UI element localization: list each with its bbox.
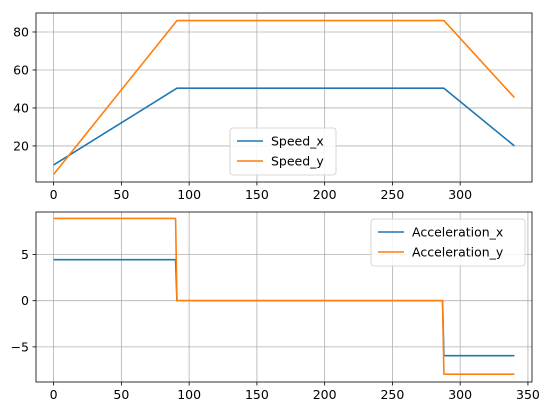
- legend-label: Acceleration_x: [412, 225, 503, 240]
- x-tick-label: 250: [380, 187, 404, 202]
- x-tick-label: 300: [448, 187, 472, 202]
- x-tick-label: 250: [380, 387, 404, 402]
- x-tick-label: 150: [245, 387, 269, 402]
- x-tick-label: 50: [113, 387, 129, 402]
- x-tick-label: 0: [50, 187, 58, 202]
- x-tick-label: 200: [313, 187, 337, 202]
- x-tick-label: 0: [50, 387, 58, 402]
- y-tick-label: 80: [13, 24, 29, 39]
- y-tick-label: 5: [21, 247, 29, 262]
- legend-label: Speed_y: [271, 154, 324, 169]
- y-tick-label: 40: [13, 100, 29, 115]
- y-tick-label: 20: [13, 138, 29, 153]
- x-tick-label: 100: [177, 387, 201, 402]
- y-tick-label: −5: [11, 339, 29, 354]
- x-tick-label: 200: [313, 387, 337, 402]
- x-tick-label: 350: [516, 387, 540, 402]
- x-tick-label: 50: [113, 187, 129, 202]
- legend: Speed_x Speed_y: [230, 128, 336, 175]
- x-tick-label: 150: [245, 187, 269, 202]
- x-tick-label: 100: [177, 187, 201, 202]
- x-tick-label: 300: [448, 387, 472, 402]
- legend: Acceleration_x Acceleration_y: [371, 219, 525, 266]
- y-tick-label: 0: [21, 293, 29, 308]
- legend-label: Acceleration_y: [412, 245, 504, 260]
- legend-label: Speed_x: [271, 134, 324, 149]
- y-tick-label: 60: [13, 62, 29, 77]
